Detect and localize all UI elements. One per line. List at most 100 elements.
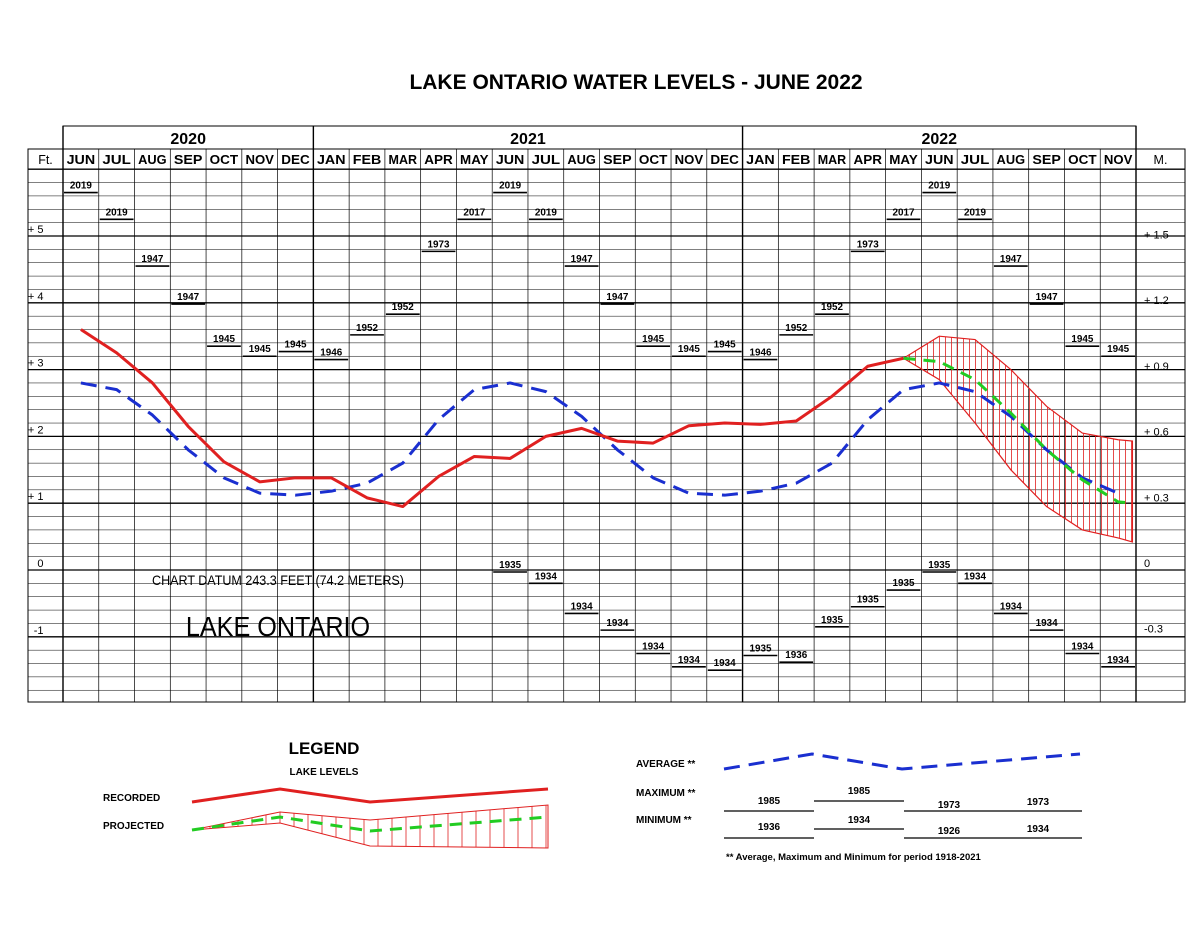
legend-subtitle: LAKE LEVELS	[290, 767, 359, 778]
y-left-unit: Ft.	[38, 153, 53, 167]
min-marker-year: 1934	[1107, 654, 1129, 666]
chart-title: LAKE ONTARIO WATER LEVELS - JUNE 2022	[409, 71, 862, 94]
min-marker-year: 1934	[571, 600, 593, 612]
month-label: AUG	[138, 153, 167, 167]
month-label: MAR	[818, 153, 847, 167]
max-marker-year: 2019	[106, 206, 128, 218]
legend-maximum-label: MAXIMUM **	[636, 788, 696, 799]
max-marker-year: 1945	[213, 333, 235, 345]
month-label: JUL	[532, 153, 561, 167]
min-marker-year: 1934	[964, 570, 986, 582]
y-left-tick: -1	[34, 625, 44, 637]
max-marker-year: 1946	[320, 347, 342, 359]
y-right-tick: 0	[1144, 558, 1150, 570]
legend-max-year: 1973	[1027, 797, 1050, 808]
legend-min-year: 1926	[938, 826, 961, 837]
legend-max-year: 1985	[848, 786, 871, 797]
month-label: SEP	[174, 153, 203, 167]
min-marker-year: 1934	[606, 617, 628, 629]
legend-max-year: 1973	[938, 800, 961, 811]
max-marker-year: 1947	[1036, 291, 1058, 303]
projected-series-line	[903, 356, 1133, 505]
min-marker-year: 1934	[1071, 641, 1093, 653]
chart-datum-annotation: CHART DATUM 243.3 FEET (74.2 METERS)	[152, 573, 404, 589]
y-right-tick: + 1.5	[1144, 229, 1169, 241]
max-marker-year: 1952	[785, 322, 807, 334]
month-label: AUG	[567, 153, 596, 167]
legend-average-line	[723, 752, 1081, 771]
max-marker-year: 1945	[714, 339, 736, 351]
month-label: MAR	[389, 153, 418, 167]
max-marker-year: 1945	[249, 343, 271, 355]
max-marker-year: 2019	[535, 206, 557, 218]
month-label: DEC	[281, 153, 310, 167]
month-label: MAY	[460, 153, 489, 167]
month-label: FEB	[782, 153, 811, 167]
legend: LEGEND LAKE LEVELS RECORDED PROJECTED AV…	[103, 739, 1082, 863]
max-marker-year: 1945	[1107, 343, 1129, 355]
legend-min-year: 1936	[758, 822, 781, 833]
year-label: 2020	[170, 131, 206, 148]
legend-footnote: ** Average, Maximum and Minimum for peri…	[726, 852, 982, 863]
min-marker-year: 1934	[714, 657, 736, 669]
y-left-tick: 0	[37, 558, 43, 570]
max-marker-year: 1946	[749, 347, 771, 359]
month-label: JUN	[67, 153, 96, 167]
y-right-tick: -0.3	[1144, 623, 1163, 635]
month-label: JUL	[102, 153, 131, 167]
y-left-tick: + 4	[28, 291, 44, 303]
min-marker-year: 1935	[857, 594, 879, 606]
y-right-tick: + 1.2	[1144, 295, 1169, 307]
min-marker-year: 1934	[678, 654, 700, 666]
max-marker-year: 1945	[284, 339, 306, 351]
year-header-frame	[62, 125, 1137, 150]
legend-projected-line	[191, 815, 549, 833]
max-marker-year: 1947	[606, 291, 628, 303]
min-marker-year: 1935	[821, 614, 843, 626]
legend-title: LEGEND	[289, 739, 360, 758]
legend-graphics: 1985 1936 1985 1934 1973 1926 1973 1934	[191, 752, 1082, 849]
y-right-tick: + 0.3	[1144, 493, 1169, 505]
month-label: SEP	[1032, 153, 1061, 167]
max-marker-year: 1947	[1000, 253, 1022, 265]
lake-name-annotation: LAKE ONTARIO	[186, 611, 370, 643]
max-marker-year: 1947	[177, 291, 199, 303]
year-label: 2021	[510, 131, 546, 148]
month-label: JUN	[925, 153, 954, 167]
max-min-markers: 2019 2019 1947 1947 1945 1945 1945 1946 1952 1952…	[64, 180, 1135, 672]
header-layer: 2020 2021 2022 JUN JUL AUG SEP OCT NOV DEC JAN FEB M…	[28, 131, 1169, 637]
max-marker-year: 2019	[70, 180, 92, 192]
month-label: JUN	[496, 153, 525, 167]
min-marker-year: 1934	[642, 641, 664, 653]
max-marker-year: 1973	[857, 238, 879, 250]
legend-band-outline	[191, 804, 549, 849]
min-marker-year: 1935	[928, 559, 950, 571]
legend-average-label: AVERAGE **	[636, 759, 695, 770]
max-marker-year: 1945	[1071, 333, 1093, 345]
month-label: NOV	[245, 153, 274, 167]
min-marker-year: 1934	[1036, 617, 1058, 629]
max-marker-year: 1945	[678, 343, 700, 355]
legend-max-year: 1985	[758, 796, 781, 807]
month-label: MAY	[889, 153, 918, 167]
month-label: DEC	[710, 153, 739, 167]
legend-min-year: 1934	[1027, 824, 1050, 835]
grid-layer	[27, 125, 1186, 703]
recorded-series-line	[80, 328, 904, 509]
projected-band	[902, 335, 1134, 543]
month-label: AUG	[997, 153, 1026, 167]
legend-minimum-label: MINIMUM **	[636, 815, 692, 826]
max-marker-year: 1952	[392, 301, 414, 313]
average-series-line	[80, 381, 1119, 497]
max-marker-year: 1947	[141, 253, 163, 265]
min-marker-year: 1935	[749, 643, 771, 655]
max-marker-year: 1952	[821, 301, 843, 313]
month-label: NOV	[1104, 153, 1133, 167]
projected-band-outline	[902, 335, 1134, 543]
month-label: OCT	[210, 153, 239, 167]
legend-projected-label: PROJECTED	[103, 821, 164, 832]
min-marker-year: 1934	[535, 570, 557, 582]
legend-recorded-line	[191, 787, 549, 804]
month-label: SEP	[603, 153, 632, 167]
y-left-tick: + 5	[28, 224, 44, 236]
